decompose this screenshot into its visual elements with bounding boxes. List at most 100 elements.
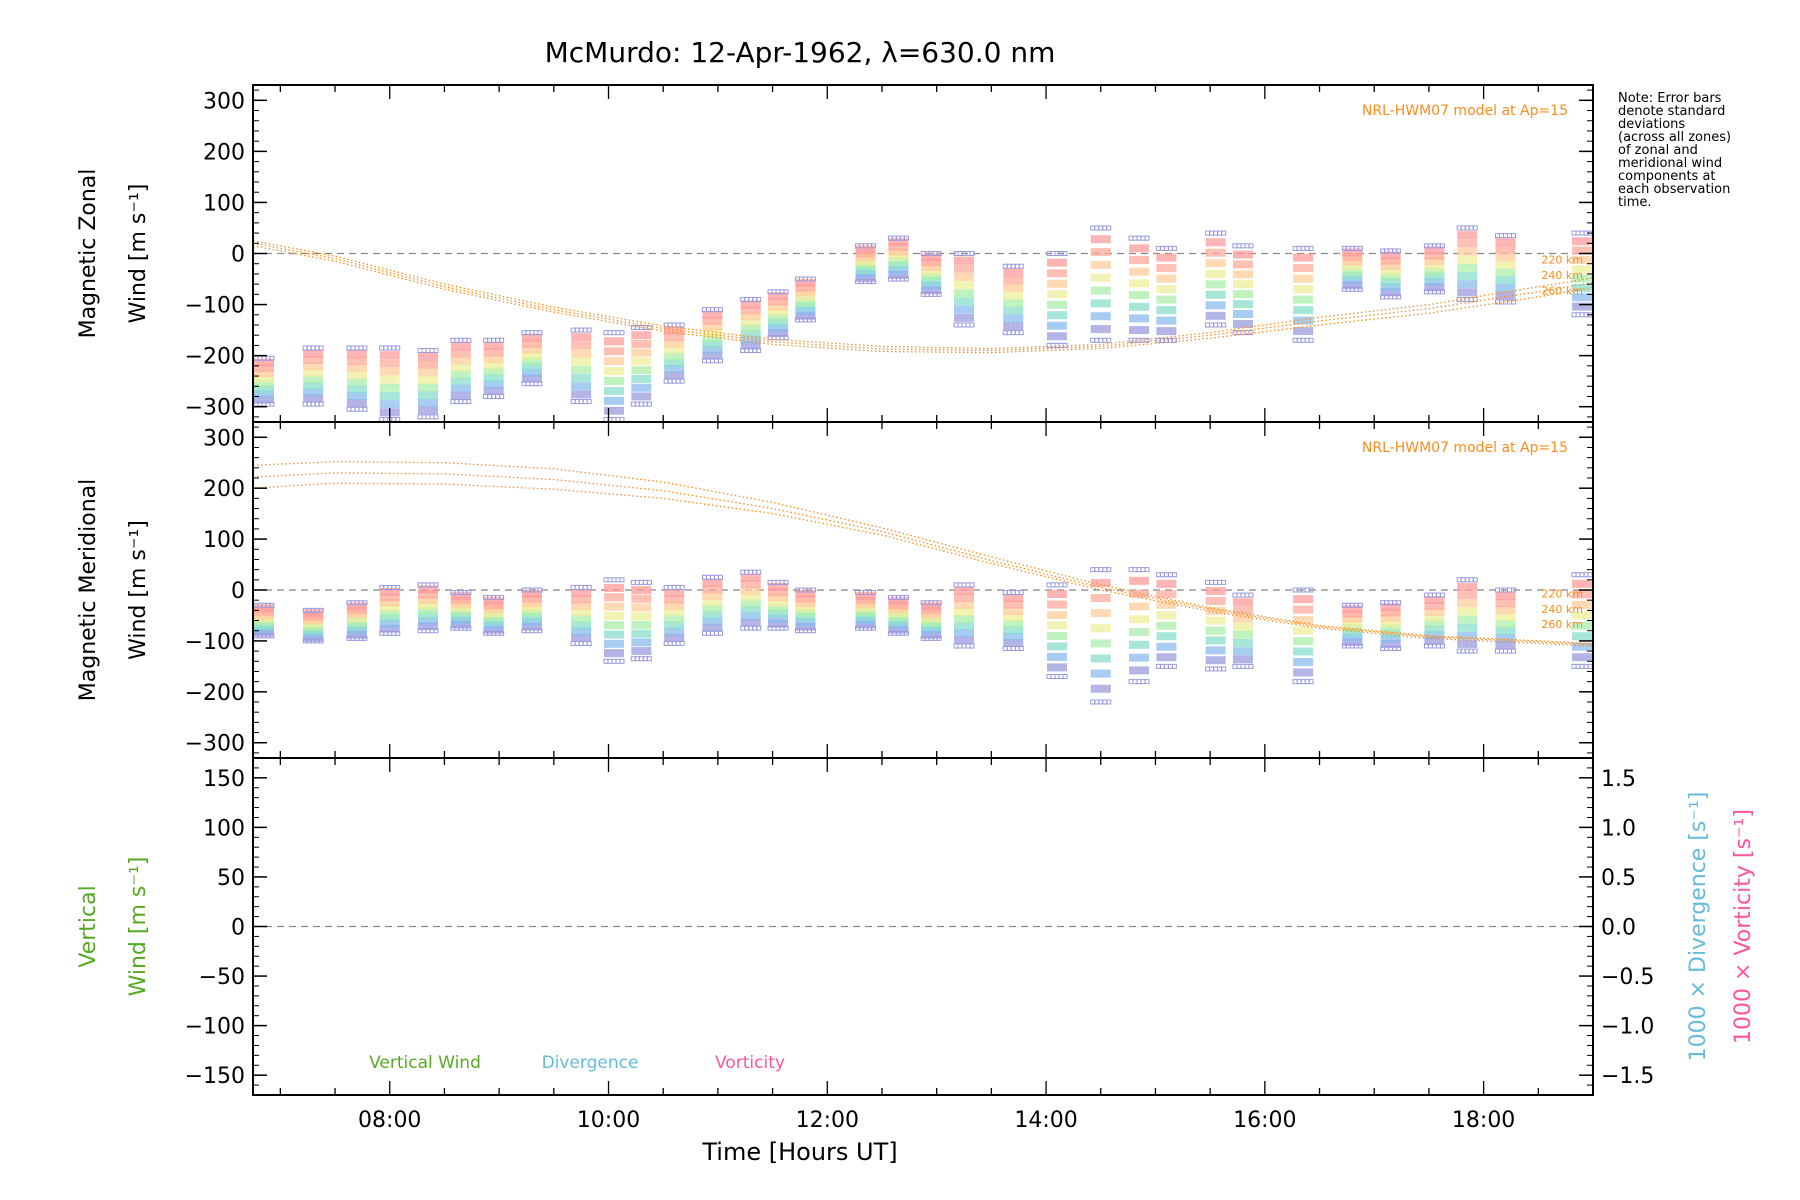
zone-point [1106, 312, 1111, 321]
error-bar-bottom [306, 401, 312, 407]
zone-point [888, 242, 893, 251]
zone-point [1380, 262, 1385, 271]
zone-point [587, 589, 592, 598]
zone-point [776, 593, 781, 602]
zone-point [579, 595, 584, 604]
zone-point [925, 614, 930, 623]
error-bar-top [1132, 235, 1138, 241]
zone-point [303, 394, 308, 403]
zone-point [1102, 325, 1107, 334]
error-bar-bottom [1136, 679, 1142, 685]
error-bar-top [433, 582, 439, 588]
zone-point [354, 606, 359, 615]
zone-point [871, 592, 876, 601]
zone-point [1457, 607, 1462, 616]
zone-point [1432, 596, 1437, 605]
zone-point [362, 626, 367, 635]
zone-point [1168, 264, 1173, 273]
zone-point [430, 616, 435, 625]
zone-point [387, 603, 392, 612]
zone-point [1465, 615, 1470, 624]
zone-point [611, 583, 616, 592]
zone-point [1495, 276, 1500, 285]
zone-point [483, 625, 488, 634]
zone-point [383, 593, 388, 602]
zone-point [1424, 256, 1429, 265]
zone-point [1236, 622, 1241, 631]
zone-point [680, 326, 685, 335]
observation-column [1232, 243, 1254, 336]
error-bar-top [1171, 572, 1177, 578]
zone-point [575, 382, 580, 391]
zone-point [495, 348, 500, 357]
zone-point [1346, 637, 1351, 646]
zone-point [1156, 306, 1161, 315]
zone-point [740, 329, 745, 338]
zone-point [1293, 637, 1298, 646]
zone-point [1388, 262, 1393, 271]
zone-point [780, 593, 785, 602]
zone-point [1346, 619, 1351, 628]
error-bar-top [1232, 592, 1238, 598]
note-line: Note: Error bars [1618, 91, 1722, 106]
zone-point [1055, 663, 1059, 672]
zone-point [603, 611, 608, 620]
zone-point [1388, 267, 1393, 276]
error-bar-top [1163, 572, 1169, 578]
error-bar-top [1300, 245, 1306, 251]
y-tick-label: −100 [185, 1015, 245, 1040]
zone-point [1392, 267, 1397, 276]
zone-point [772, 329, 777, 338]
zone-point [1248, 630, 1253, 639]
zone-point [387, 351, 392, 360]
zone-point [1047, 663, 1051, 672]
zone-point [643, 331, 648, 340]
zone-point [1354, 253, 1359, 262]
zone-point [1469, 239, 1474, 248]
y-axis-label-line1: Magnetic Zonal [76, 169, 101, 339]
zone-point [1301, 647, 1306, 656]
zone-point [422, 368, 427, 377]
zone-point [1240, 260, 1245, 269]
zone-point [1436, 636, 1441, 645]
zone-point [664, 352, 669, 361]
zone-point [1436, 246, 1441, 255]
zone-point [1094, 578, 1099, 587]
zone-point [458, 349, 463, 358]
zone-point [937, 276, 942, 285]
zone-point [1499, 268, 1504, 277]
zone-point [811, 599, 816, 608]
error-bar-bottom [1248, 330, 1254, 336]
zone-point [776, 329, 781, 338]
zone-point [921, 281, 926, 290]
error-bar-bottom [1510, 299, 1516, 305]
zone-point [714, 351, 719, 360]
zone-point [958, 600, 963, 609]
zone-point [859, 612, 864, 621]
zone-point [768, 582, 773, 591]
zone-point [311, 375, 316, 384]
zone-point [966, 614, 971, 623]
zone-point [859, 245, 864, 254]
zone-point [1011, 284, 1016, 293]
zone-point [1019, 291, 1024, 300]
error-bar-top [810, 276, 816, 282]
zone-point [748, 306, 753, 315]
zone-point [430, 622, 435, 631]
model-label: NRL-HWM07 model at Ap=15 [1362, 103, 1568, 119]
zone-point [799, 279, 804, 288]
zone-point [1432, 636, 1437, 645]
zone-point [1145, 615, 1150, 624]
zone-point [647, 348, 652, 357]
zone-point [855, 253, 860, 262]
zone-point [466, 377, 471, 386]
zone-point [1007, 291, 1012, 300]
observation-column [663, 584, 685, 646]
error-bar-top [611, 330, 617, 336]
legend-entry: Vorticity [715, 1053, 785, 1073]
zone-point [1424, 272, 1429, 281]
zone-point [434, 391, 439, 400]
zone-point [639, 331, 644, 340]
zone-point [1297, 253, 1302, 262]
zone-point [929, 267, 934, 276]
